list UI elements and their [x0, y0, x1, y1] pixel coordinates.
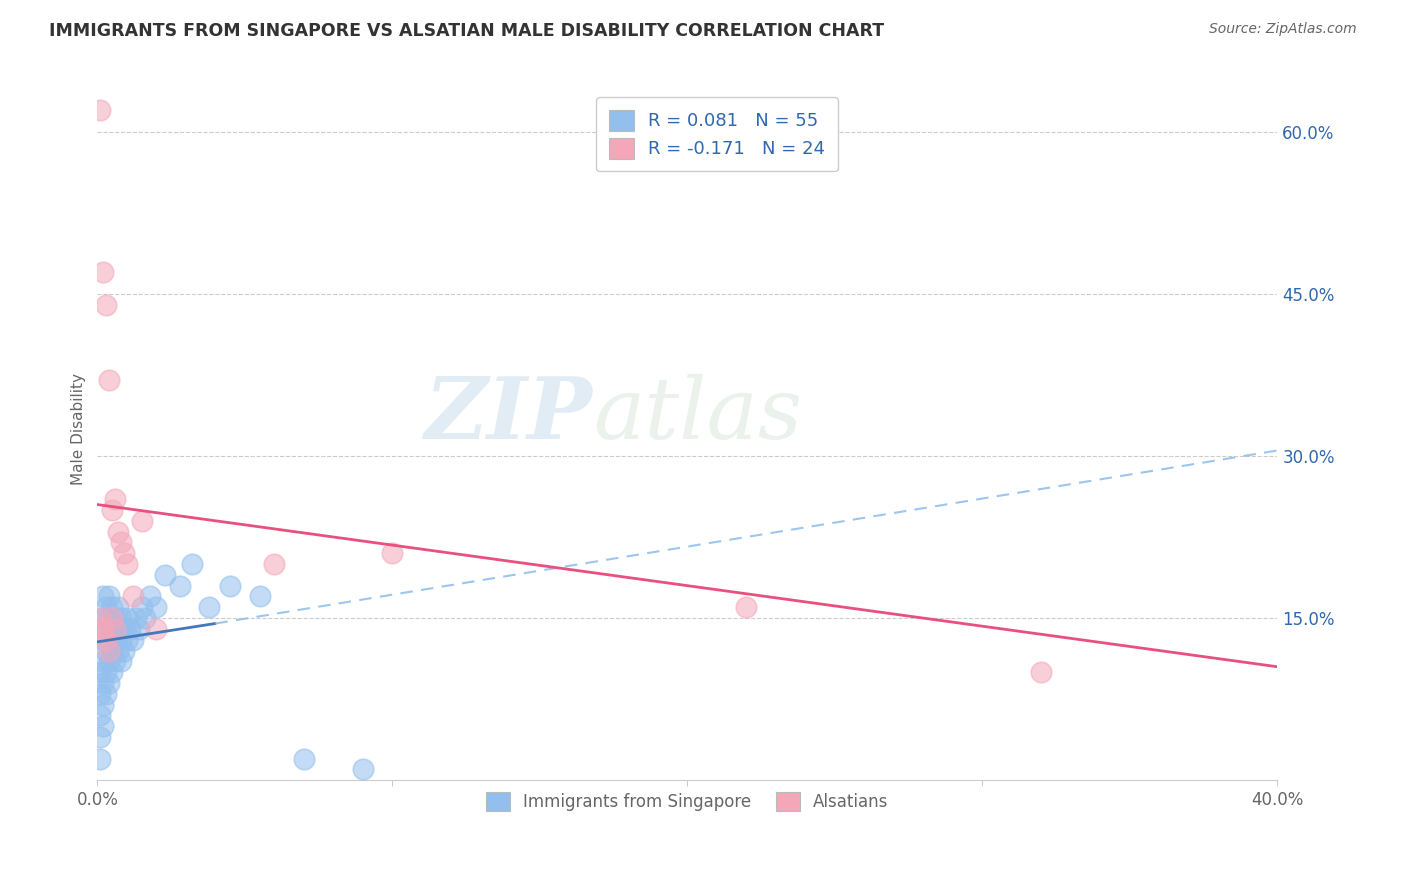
Point [89, 611, 111, 625]
Point [91, 676, 114, 690]
Point [112, 546, 135, 560]
Point [104, 654, 127, 668]
Point [104, 611, 127, 625]
Point [96, 632, 118, 647]
Point [292, 752, 315, 766]
Point [219, 579, 242, 593]
Point [153, 567, 176, 582]
Point [91, 654, 114, 668]
Point [115, 557, 138, 571]
Point [107, 524, 129, 539]
Point [131, 514, 153, 528]
Text: Source: ZipAtlas.com: Source: ZipAtlas.com [1209, 22, 1357, 37]
Point [169, 579, 191, 593]
Point [89, 103, 111, 117]
Point [107, 622, 129, 636]
Point [134, 611, 156, 625]
Y-axis label: Male Disability: Male Disability [72, 373, 86, 485]
Point [139, 590, 162, 604]
Point [131, 600, 153, 615]
Point [121, 632, 143, 647]
Point [98, 611, 121, 625]
Point [98, 590, 121, 604]
Point [263, 557, 285, 571]
Point [98, 654, 121, 668]
Point [91, 632, 114, 647]
Point [96, 687, 118, 701]
Point [110, 535, 132, 549]
Point [101, 643, 124, 657]
Point [101, 665, 124, 680]
Point [91, 265, 114, 279]
Point [115, 632, 138, 647]
Point [145, 622, 167, 636]
Point [121, 590, 143, 604]
Point [735, 600, 758, 615]
Point [104, 632, 127, 647]
Point [180, 557, 202, 571]
Point [112, 643, 135, 657]
Point [96, 600, 118, 615]
Point [101, 503, 124, 517]
Point [118, 622, 141, 636]
Point [101, 600, 124, 615]
Legend: Immigrants from Singapore, Alsatians: Immigrants from Singapore, Alsatians [474, 779, 901, 825]
Text: ZIP: ZIP [425, 373, 593, 457]
Point [96, 643, 118, 657]
Point [381, 546, 404, 560]
Point [107, 643, 129, 657]
Point [98, 373, 121, 387]
Point [1031, 665, 1053, 680]
Point [96, 297, 118, 311]
Point [110, 632, 132, 647]
Point [89, 708, 111, 723]
Point [101, 611, 124, 625]
Point [352, 763, 374, 777]
Point [89, 752, 111, 766]
Point [89, 730, 111, 744]
Point [98, 632, 121, 647]
Text: atlas: atlas [593, 374, 801, 456]
Point [91, 622, 114, 636]
Point [104, 492, 127, 507]
Point [89, 665, 111, 680]
Point [96, 665, 118, 680]
Point [110, 654, 132, 668]
Text: IMMIGRANTS FROM SINGAPORE VS ALSATIAN MALE DISABILITY CORRELATION CHART: IMMIGRANTS FROM SINGAPORE VS ALSATIAN MA… [49, 22, 884, 40]
Point [249, 590, 271, 604]
Point [145, 600, 167, 615]
Point [98, 676, 121, 690]
Point [91, 590, 114, 604]
Point [125, 611, 148, 625]
Point [91, 719, 114, 733]
Point [89, 687, 111, 701]
Point [91, 611, 114, 625]
Point [89, 622, 111, 636]
Point [91, 698, 114, 712]
Point [96, 622, 118, 636]
Point [107, 600, 129, 615]
Point [104, 622, 127, 636]
Point [98, 643, 121, 657]
Point [110, 611, 132, 625]
Point [198, 600, 221, 615]
Point [101, 622, 124, 636]
Point [112, 622, 135, 636]
Point [128, 622, 150, 636]
Point [115, 611, 138, 625]
